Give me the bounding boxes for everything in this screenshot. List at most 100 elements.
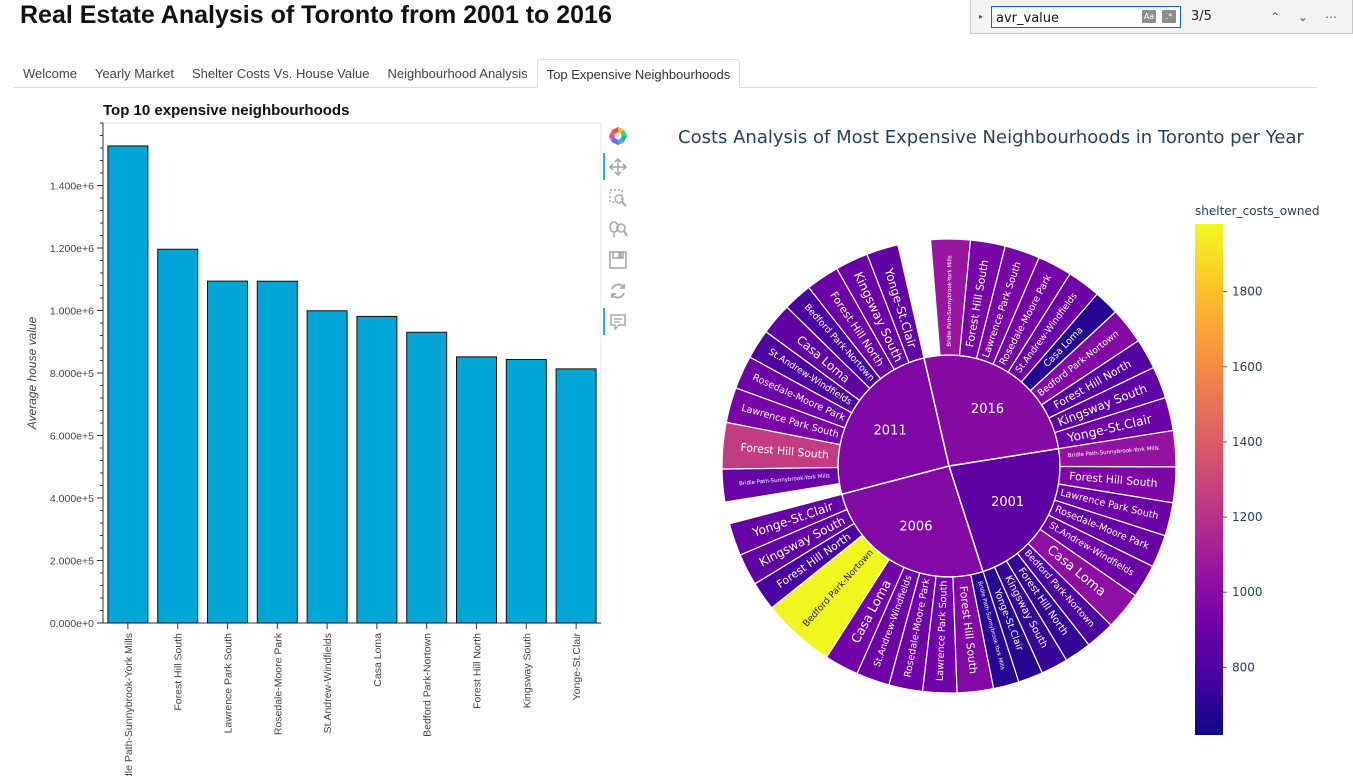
bar-chart-title: Top 10 expensive neighbourhoods bbox=[103, 102, 349, 119]
sunburst-chart: Costs Analysis of Most Expensive Neighbo… bbox=[678, 127, 1320, 735]
neighbourhood-sector[interactable] bbox=[1039, 514, 1154, 597]
neighbourhood-sector[interactable] bbox=[786, 286, 882, 390]
neighbourhood-sector[interactable] bbox=[1047, 499, 1166, 568]
match-case-icon[interactable]: Aa bbox=[1142, 9, 1156, 23]
neighbourhood-sector[interactable] bbox=[929, 238, 972, 357]
colorbar-title: shelter_costs_owned bbox=[1195, 204, 1320, 218]
neighbourhood-sector[interactable] bbox=[1005, 552, 1090, 661]
neighbourhood-sector[interactable] bbox=[1054, 396, 1174, 450]
bar[interactable] bbox=[356, 315, 398, 624]
year-label: 2016 bbox=[971, 402, 1004, 417]
pan-icon[interactable] bbox=[603, 151, 633, 182]
neighbourhood-sector[interactable] bbox=[825, 558, 905, 675]
tab-neighbourhood-analysis[interactable]: Neighbourhood Analysis bbox=[387, 66, 528, 81]
neighbourhood-sector[interactable] bbox=[1029, 310, 1140, 406]
neighbourhood-sector[interactable] bbox=[993, 560, 1068, 674]
tab-top-expensive-neighbourhoods[interactable]: Top Expensive Neighbourhoods bbox=[536, 59, 741, 88]
neighbourhood-sector[interactable] bbox=[1007, 273, 1098, 383]
neighbourhood-sector[interactable] bbox=[866, 244, 925, 364]
neighbourhood-sector[interactable] bbox=[1053, 483, 1174, 537]
neighbourhood-sector[interactable] bbox=[725, 387, 846, 446]
neighbourhood-sector[interactable] bbox=[958, 239, 1006, 360]
neighbourhood-sector[interactable] bbox=[754, 522, 864, 609]
sunburst-outer-ring bbox=[721, 238, 1177, 694]
x-tick-label: Bridle Path-Sunnybrook-York Mills bbox=[123, 633, 135, 776]
y-tick-label: 1.000e+6 bbox=[50, 306, 94, 318]
neighbourhood-sector[interactable] bbox=[921, 575, 958, 694]
wheel-zoom-icon[interactable] bbox=[603, 213, 633, 244]
x-tick-label: Forest Hill North bbox=[472, 633, 484, 709]
y-tick-label: 2.000e+5 bbox=[50, 556, 94, 568]
next-match-icon[interactable]: ⌄ bbox=[1297, 9, 1309, 24]
year-label: 2006 bbox=[899, 519, 932, 534]
find-match-count: 3/5 bbox=[1191, 9, 1212, 24]
colorbar-tick-label: 1600 bbox=[1232, 360, 1263, 374]
y-tick-label: 1.400e+6 bbox=[50, 181, 94, 193]
regex-icon[interactable]: .* bbox=[1162, 9, 1176, 23]
neighbourhood-sector[interactable] bbox=[1027, 528, 1137, 626]
save-icon[interactable] bbox=[603, 244, 633, 275]
tab-yearly-market[interactable]: Yearly Market bbox=[94, 66, 174, 81]
x-tick-label: Rosedale-Moore Park bbox=[272, 632, 284, 735]
neighbourhood-sector[interactable] bbox=[970, 570, 1020, 690]
bar[interactable] bbox=[306, 310, 348, 624]
x-tick-label: Lawrence Park South bbox=[223, 633, 235, 734]
find-expand-icon[interactable]: ▸ bbox=[978, 12, 983, 21]
bar[interactable] bbox=[456, 356, 497, 624]
bar[interactable] bbox=[207, 280, 248, 624]
sunburst-inner-ring bbox=[837, 354, 1061, 578]
tab-shelter-costs-vs-house-value[interactable]: Shelter Costs Vs. House Value bbox=[191, 66, 370, 81]
bar[interactable] bbox=[406, 331, 448, 624]
neighbourhood-sector[interactable] bbox=[856, 566, 921, 686]
x-tick-label: Kingsway South bbox=[521, 633, 533, 708]
neighbourhood-sector[interactable] bbox=[748, 330, 861, 414]
colorbar-tick-label: 1000 bbox=[1232, 585, 1263, 599]
find-input-box[interactable]: Aa .* bbox=[991, 5, 1181, 28]
neighbourhood-sector[interactable] bbox=[992, 256, 1071, 373]
x-tick-label: Bedford Park-Nortown bbox=[422, 633, 434, 737]
neighbourhood-sector[interactable] bbox=[975, 245, 1040, 365]
x-tick-label: St.Andrew-Windfields bbox=[322, 633, 334, 733]
bokeh-logo-icon[interactable] bbox=[603, 120, 633, 151]
reset-icon[interactable] bbox=[603, 275, 633, 306]
colorbar-tick-label: 1200 bbox=[1232, 510, 1263, 524]
hover-icon[interactable] bbox=[603, 306, 633, 337]
neighbourhood-sector[interactable] bbox=[721, 466, 841, 503]
y-tick-label: 8.000e+5 bbox=[50, 368, 94, 380]
neighbourhood-sector[interactable] bbox=[835, 253, 910, 371]
neighbourhood-sector[interactable] bbox=[1040, 339, 1155, 419]
bar[interactable] bbox=[555, 368, 597, 624]
neighbourhood-sector[interactable] bbox=[807, 267, 895, 380]
find-widget: ▸ Aa .* 3/5 ⌃ ⌄ ⋯ bbox=[970, 0, 1353, 34]
neighbourhood-sector[interactable] bbox=[1048, 366, 1167, 434]
neighbourhood-sector[interactable] bbox=[1020, 293, 1117, 392]
y-tick-label: 1.200e+6 bbox=[50, 243, 94, 255]
neighbourhood-sector[interactable] bbox=[888, 572, 937, 693]
find-input[interactable] bbox=[992, 8, 1142, 28]
neighbourhood-sector[interactable] bbox=[721, 421, 841, 470]
y-tick-label: 6.000e+5 bbox=[50, 431, 94, 443]
colorbar-tick-label: 1800 bbox=[1232, 285, 1263, 299]
neighbourhood-label-lawrence-park-south: Lawrence Park South bbox=[935, 580, 950, 681]
bar[interactable] bbox=[107, 145, 149, 624]
bar[interactable] bbox=[505, 358, 547, 624]
year-label: 2001 bbox=[991, 495, 1024, 510]
more-options-icon[interactable]: ⋯ bbox=[1325, 9, 1337, 24]
tab-welcome[interactable]: Welcome bbox=[23, 66, 77, 81]
neighbourhood-label-bridle-path-sunnybrook-york-mills: Bridle Path-Sunnybrook-York Mills bbox=[947, 255, 954, 346]
neighbourhood-sector[interactable] bbox=[765, 306, 871, 402]
neighbourhood-sector[interactable] bbox=[770, 534, 890, 659]
neighbourhood-sector[interactable] bbox=[728, 493, 848, 556]
neighbourhood-sector[interactable] bbox=[952, 574, 995, 694]
neighbourhood-sector[interactable] bbox=[739, 508, 855, 585]
bar[interactable] bbox=[256, 280, 298, 624]
box-zoom-icon[interactable] bbox=[603, 182, 633, 213]
neighbourhood-sector[interactable] bbox=[1057, 465, 1177, 504]
x-tick-label: Yonge-St.Clair bbox=[571, 633, 583, 701]
previous-match-icon[interactable]: ⌃ bbox=[1269, 9, 1281, 24]
neighbourhood-sector[interactable] bbox=[735, 356, 853, 429]
y-tick-label: 4.000e+5 bbox=[50, 493, 94, 505]
bar[interactable] bbox=[157, 248, 199, 624]
colorbar-tick-label: 800 bbox=[1232, 660, 1255, 674]
neighbourhood-sector[interactable] bbox=[1016, 542, 1112, 646]
